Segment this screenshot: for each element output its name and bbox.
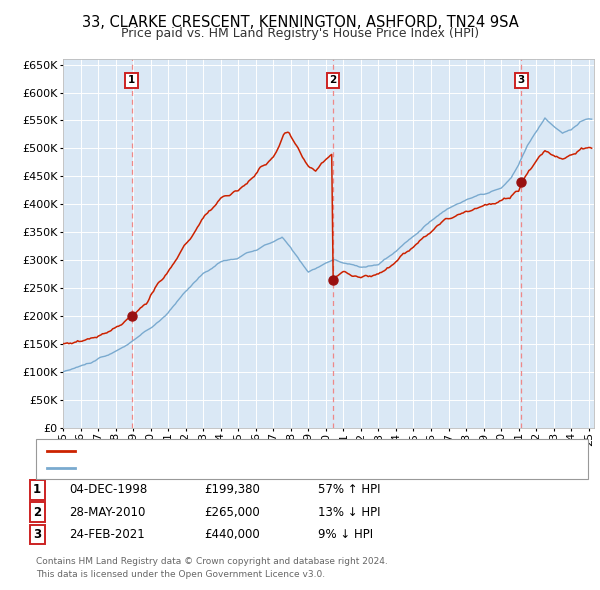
Text: 3: 3 — [33, 528, 41, 541]
Text: 33, CLARKE CRESCENT, KENNINGTON, ASHFORD, TN24 9SA (detached house): 33, CLARKE CRESCENT, KENNINGTON, ASHFORD… — [81, 446, 516, 456]
Text: This data is licensed under the Open Government Licence v3.0.: This data is licensed under the Open Gov… — [36, 571, 325, 579]
Text: 28-MAY-2010: 28-MAY-2010 — [69, 506, 145, 519]
Text: Contains HM Land Registry data © Crown copyright and database right 2024.: Contains HM Land Registry data © Crown c… — [36, 558, 388, 566]
Text: 3: 3 — [518, 76, 525, 85]
Text: Price paid vs. HM Land Registry's House Price Index (HPI): Price paid vs. HM Land Registry's House … — [121, 27, 479, 40]
Text: 9% ↓ HPI: 9% ↓ HPI — [318, 528, 373, 541]
Text: 57% ↑ HPI: 57% ↑ HPI — [318, 483, 380, 496]
Text: 24-FEB-2021: 24-FEB-2021 — [69, 528, 145, 541]
Text: 1: 1 — [33, 483, 41, 496]
Text: 33, CLARKE CRESCENT, KENNINGTON, ASHFORD, TN24 9SA: 33, CLARKE CRESCENT, KENNINGTON, ASHFORD… — [82, 15, 518, 30]
Text: HPI: Average price, detached house, Ashford: HPI: Average price, detached house, Ashf… — [81, 463, 330, 473]
Text: 13% ↓ HPI: 13% ↓ HPI — [318, 506, 380, 519]
Text: 1: 1 — [128, 76, 136, 85]
Text: 2: 2 — [329, 76, 337, 85]
Text: 04-DEC-1998: 04-DEC-1998 — [69, 483, 147, 496]
Text: £440,000: £440,000 — [204, 528, 260, 541]
Text: £199,380: £199,380 — [204, 483, 260, 496]
Text: 2: 2 — [33, 506, 41, 519]
Text: £265,000: £265,000 — [204, 506, 260, 519]
